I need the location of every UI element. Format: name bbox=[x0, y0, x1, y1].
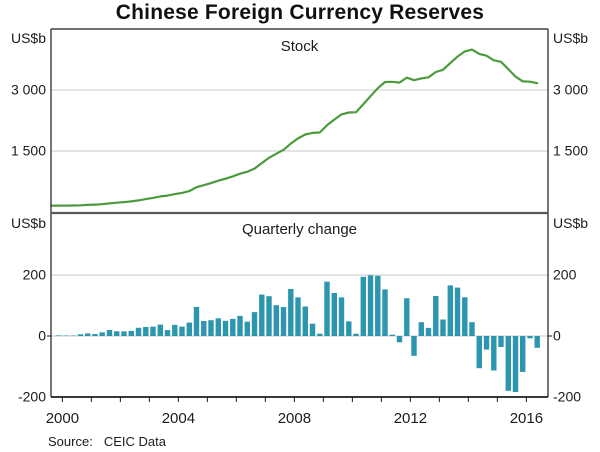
quarterly-change-bar bbox=[360, 276, 366, 336]
quarterly-change-bar bbox=[114, 331, 120, 336]
y-label-right-stock: 1 500 bbox=[553, 143, 588, 159]
y-label-left-change: 200 bbox=[23, 267, 47, 283]
quarterly-change-bar bbox=[520, 336, 526, 372]
panel-title-quarterly-change: Quarterly change bbox=[242, 221, 357, 238]
quarterly-change-bar bbox=[476, 336, 482, 369]
quarterly-change-bar bbox=[483, 336, 490, 350]
quarterly-change-bar bbox=[534, 336, 540, 348]
quarterly-change-bar bbox=[527, 336, 533, 339]
stock-line bbox=[50, 48, 539, 207]
panel-title-stock: Stock bbox=[281, 38, 319, 55]
quarterly-change-bar bbox=[99, 332, 105, 336]
y-label-left-stock: 3 000 bbox=[11, 82, 46, 98]
quarterly-change-bar bbox=[288, 289, 294, 336]
quarterly-change-bar bbox=[367, 275, 374, 336]
quarterly-change-bar bbox=[172, 324, 178, 336]
quarterly-change-bar bbox=[404, 298, 410, 336]
quarterly-change-bar bbox=[150, 326, 156, 336]
quarterly-change-bar bbox=[295, 297, 301, 336]
quarterly-change-bar bbox=[77, 334, 84, 336]
quarterly-change-bar bbox=[143, 327, 149, 336]
units-label-top-right: US$b bbox=[553, 30, 588, 46]
quarterly-change-bar bbox=[353, 333, 359, 336]
quarterly-change-bar bbox=[186, 322, 192, 336]
y-label-left-change: -200 bbox=[18, 389, 46, 405]
quarterly-change-bar bbox=[92, 334, 98, 336]
x-axis-label: 2012 bbox=[394, 410, 427, 427]
quarterly-change-bar bbox=[338, 297, 345, 336]
quarterly-change-bar bbox=[440, 319, 446, 336]
quarterly-change-bar bbox=[179, 326, 185, 336]
y-label-right-change: 0 bbox=[553, 328, 561, 344]
quarterly-change-bar bbox=[324, 281, 330, 336]
y-label-right-change: -200 bbox=[553, 389, 581, 405]
units-label-top-left: US$b bbox=[11, 30, 46, 46]
quarterly-change-bar bbox=[193, 306, 200, 336]
quarterly-change-bar bbox=[121, 331, 127, 336]
quarterly-change-bar bbox=[302, 306, 308, 336]
quarterly-change-bar bbox=[375, 275, 381, 336]
source-value: CEIC Data bbox=[103, 434, 166, 449]
quarterly-change-bar bbox=[418, 322, 424, 336]
quarterly-change-bar bbox=[498, 336, 504, 347]
quarterly-change-bar bbox=[382, 289, 388, 336]
chart-title: Chinese Foreign Currency Reserves bbox=[115, 1, 485, 24]
quarterly-change-bar bbox=[396, 336, 403, 343]
quarterly-change-bar bbox=[462, 297, 468, 336]
quarterly-change-bar bbox=[135, 327, 142, 336]
y-label-left-stock: 1 500 bbox=[11, 143, 46, 159]
quarterly-change-bar bbox=[157, 324, 163, 336]
units-label-bottom-left: US$b bbox=[11, 215, 46, 231]
source-line: Source: CEIC Data bbox=[48, 434, 166, 449]
quarterly-change-bar bbox=[215, 318, 221, 336]
quarterly-change-bar bbox=[164, 330, 171, 336]
quarterly-change-bar bbox=[63, 335, 69, 336]
source-label: Source: bbox=[48, 434, 93, 449]
units-label-bottom-right: US$b bbox=[553, 215, 588, 231]
quarterly-change-bar bbox=[251, 312, 258, 336]
quarterly-change-bar bbox=[237, 315, 243, 336]
quarterly-change-bar bbox=[309, 323, 316, 336]
quarterly-change-bar bbox=[106, 330, 113, 336]
quarterly-change-bar bbox=[433, 296, 439, 336]
quarterly-change-bar bbox=[273, 305, 279, 336]
quarterly-change-bar bbox=[331, 293, 337, 336]
quarterly-change-bar bbox=[56, 335, 62, 336]
x-axis-label: 2000 bbox=[46, 410, 79, 427]
quarterly-change-bar bbox=[280, 307, 287, 336]
quarterly-change-bar bbox=[85, 333, 91, 336]
quarterly-change-bar bbox=[425, 327, 432, 336]
quarterly-change-bar bbox=[230, 318, 236, 336]
quarterly-change-bar bbox=[208, 320, 214, 336]
y-label-right-change: 200 bbox=[553, 267, 577, 283]
quarterly-change-bar bbox=[244, 321, 250, 336]
quarterly-change-bar bbox=[259, 294, 265, 336]
y-label-left-change: 0 bbox=[38, 328, 46, 344]
quarterly-change-bar bbox=[512, 336, 519, 392]
quarterly-change-bar bbox=[454, 287, 461, 336]
quarterly-change-bar bbox=[346, 321, 352, 336]
quarterly-change-bar bbox=[70, 335, 76, 336]
quarterly-change-bar bbox=[201, 321, 207, 336]
quarterly-change-bar bbox=[447, 285, 453, 336]
x-axis-label: 2004 bbox=[162, 410, 195, 427]
quarterly-change-bar bbox=[222, 320, 229, 336]
quarterly-change-bar bbox=[266, 296, 272, 336]
quarterly-change-bar bbox=[491, 336, 497, 371]
x-axis-label: 2016 bbox=[510, 410, 543, 427]
quarterly-change-bar bbox=[505, 336, 511, 391]
quarterly-change-bar bbox=[411, 336, 417, 356]
x-axis-label: 2008 bbox=[278, 410, 311, 427]
quarterly-change-bar bbox=[469, 322, 475, 336]
quarterly-change-bar bbox=[128, 330, 134, 336]
quarterly-change-bar bbox=[389, 334, 395, 336]
quarterly-change-bar bbox=[317, 333, 323, 336]
y-label-right-stock: 3 000 bbox=[553, 82, 588, 98]
